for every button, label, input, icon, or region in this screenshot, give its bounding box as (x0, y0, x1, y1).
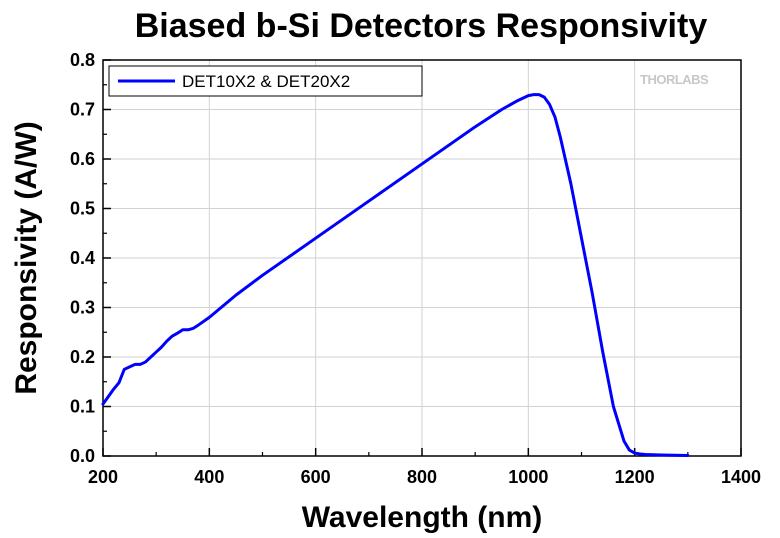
y-axis-title: Responsivity (A/W) (10, 121, 43, 394)
x-tick-label: 1200 (615, 467, 655, 487)
series-group (101, 93, 690, 457)
x-tick-label: 400 (194, 467, 224, 487)
y-tick-label: 0.0 (70, 446, 95, 466)
axis-ticks (102, 59, 742, 457)
x-tick-label: 800 (407, 467, 437, 487)
y-tick-label: 0.3 (70, 298, 95, 318)
y-tick-label: 0.6 (70, 149, 95, 169)
watermark-logo: THORLABS (640, 72, 709, 87)
series-line (101, 93, 690, 457)
x-tick-label: 600 (301, 467, 331, 487)
legend-label: DET10X2 & DET20X2 (182, 72, 350, 91)
grid (103, 60, 741, 456)
x-tick-label: 1400 (721, 467, 761, 487)
x-tick-label: 1000 (508, 467, 548, 487)
x-tick-labels: 200 400 600 800 1000 1200 1400 (88, 467, 761, 487)
y-tick-label: 0.5 (70, 199, 95, 219)
legend: DET10X2 & DET20X2 (108, 65, 423, 97)
y-tick-label: 0.4 (70, 248, 95, 268)
y-tick-label: 0.7 (70, 100, 95, 120)
x-axis-title: Wavelength (nm) (302, 501, 543, 534)
y-tick-label: 0.2 (70, 347, 95, 367)
y-tick-label: 0.8 (70, 50, 95, 70)
chart-title: Biased b-Si Detectors Responsivity (135, 7, 708, 45)
y-tick-label: 0.1 (70, 397, 95, 417)
x-tick-label: 200 (88, 467, 118, 487)
y-tick-labels: 0.0 0.1 0.2 0.3 0.4 0.5 0.6 0.7 0.8 (70, 50, 95, 466)
